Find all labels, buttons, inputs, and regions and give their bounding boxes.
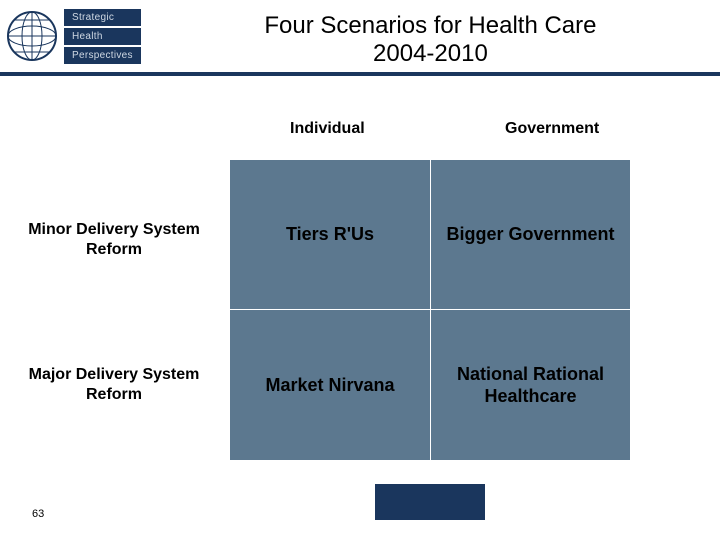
logo-tag-1: Strategic — [64, 9, 141, 26]
logo-tag-2: Health — [64, 28, 141, 45]
footer-block — [375, 484, 485, 520]
header-underline — [0, 72, 720, 76]
title-line-2: 2004-2010 — [141, 40, 720, 68]
cell-market-nirvana: Market Nirvana — [230, 310, 430, 460]
cell-national-rational: National Rational Healthcare — [430, 310, 630, 460]
col-header-government: Government — [505, 120, 599, 138]
title-block: Four Scenarios for Health Care 2004-2010 — [141, 8, 720, 68]
slide-number: 63 — [32, 508, 44, 520]
row-header-minor: Minor Delivery System Reform — [14, 220, 214, 260]
title-line-1: Four Scenarios for Health Care — [141, 12, 720, 40]
logo-tag-3: Perspectives — [64, 47, 141, 64]
row-header-major: Major Delivery System Reform — [14, 365, 214, 405]
globe-icon — [4, 8, 60, 64]
cell-tiers-rus: Tiers R'Us — [230, 160, 430, 310]
scenario-matrix: Individual Government Minor Delivery Sys… — [0, 120, 720, 160]
cell-bigger-government: Bigger Government — [430, 160, 630, 310]
col-header-individual: Individual — [290, 120, 365, 138]
matrix-grid: Tiers R'Us Bigger Government Market Nirv… — [230, 160, 630, 460]
logo: Strategic Health Perspectives — [0, 8, 141, 64]
